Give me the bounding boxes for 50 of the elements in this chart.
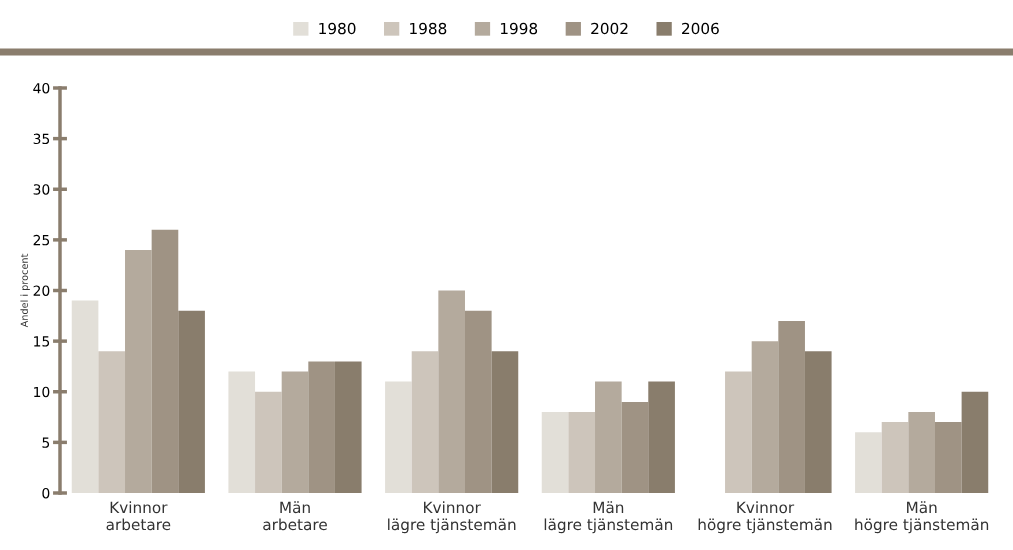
y-tick-label: 15 — [34, 336, 50, 347]
bar — [464, 310, 492, 493]
bar — [621, 401, 649, 493]
y-tick-label: 40 — [33, 82, 50, 94]
y-tick-label: 10 — [34, 386, 50, 398]
bar — [438, 290, 465, 493]
x-tick-label: Män lägre tjänstemän — [544, 501, 673, 534]
bar — [491, 351, 519, 493]
bar — [961, 391, 989, 493]
y-axis-title: Andel i procent — [20, 253, 30, 328]
bar — [125, 250, 152, 493]
bar — [541, 412, 569, 493]
bar — [71, 300, 99, 493]
bar — [255, 391, 282, 493]
y-tick-label: 30 — [33, 184, 50, 195]
bar — [281, 371, 309, 493]
bar — [151, 229, 179, 493]
bar — [568, 412, 596, 493]
legend-label: 1988 — [410, 22, 447, 35]
bar — [228, 371, 256, 493]
legend-label: 2006 — [682, 22, 719, 35]
legend-label: 1980 — [319, 22, 356, 35]
y-tick-label: 25 — [33, 234, 50, 246]
bar — [855, 432, 882, 493]
bar — [411, 351, 439, 493]
bar — [648, 381, 675, 493]
bar — [98, 351, 126, 493]
bar — [908, 412, 935, 493]
bar — [804, 351, 832, 493]
bar — [178, 310, 205, 493]
bar — [334, 361, 362, 493]
x-tick-label: Kvinnor lägre tjänstemän — [388, 501, 516, 534]
x-tick-label: Kvinnor högre tjänstemän — [698, 501, 832, 534]
y-tick-label: 5 — [42, 437, 50, 448]
bar — [385, 381, 412, 493]
bar — [934, 422, 962, 493]
x-tick-label: Män arbetare — [263, 501, 327, 531]
y-tick-label: 35 — [33, 133, 50, 145]
legend-label: 2002 — [591, 22, 628, 35]
y-tick-label: 0 — [42, 487, 50, 499]
bar — [595, 381, 622, 493]
bar — [308, 361, 335, 493]
legend-label: 1998 — [500, 22, 538, 35]
bar — [881, 422, 909, 493]
bar — [725, 371, 752, 493]
x-tick-label: Kvinnor arbetare — [106, 501, 171, 531]
y-tick-label: 20 — [33, 285, 50, 296]
x-tick-label: Män högre tjänstemän — [855, 501, 989, 534]
bar — [751, 341, 779, 493]
bar — [778, 320, 805, 493]
